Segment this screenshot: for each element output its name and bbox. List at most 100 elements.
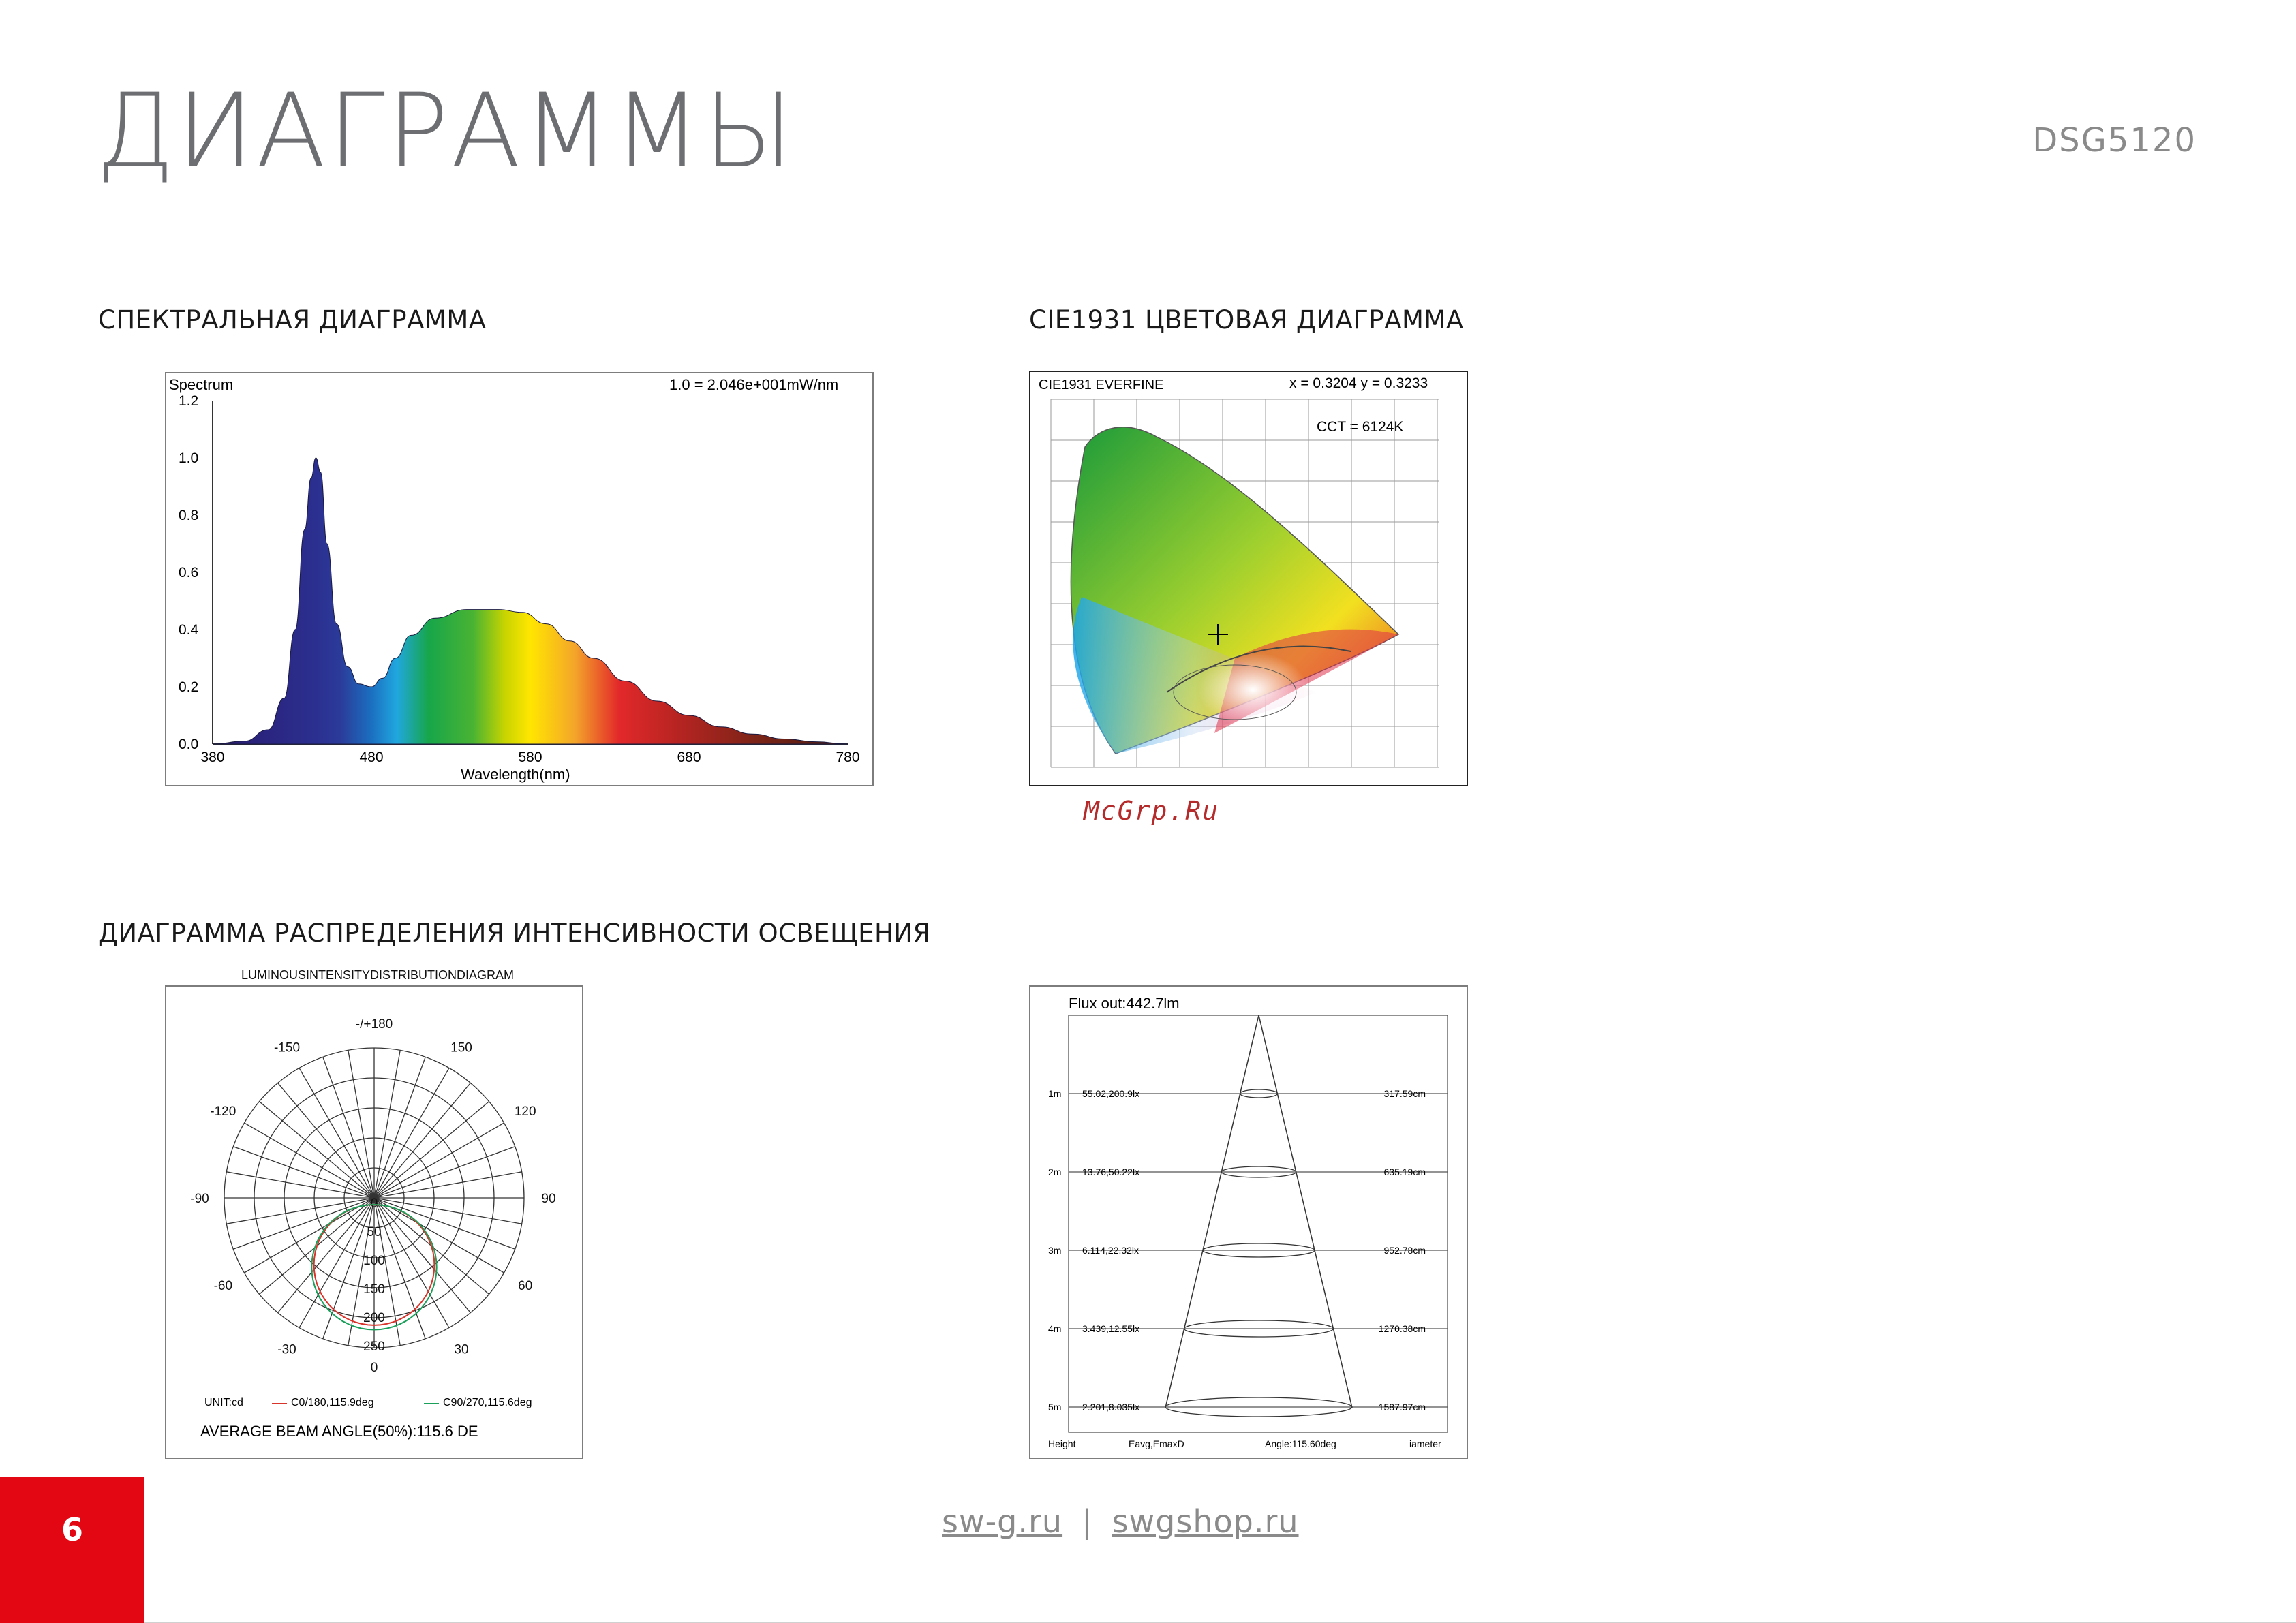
spectrum-chart: Spectrum 1.0 = 2.046e+001mW/nm 0.0 0.2 0.4… (169, 376, 860, 783)
polar-radial-label: 200 (363, 1311, 385, 1325)
polar-spoke (373, 1197, 426, 1339)
x-tick-label: 380 (200, 749, 224, 765)
polar-angle-label: -/+180 (356, 1017, 393, 1032)
polar-spoke (226, 1171, 375, 1199)
y-tick-label: 0.8 (179, 508, 198, 523)
polar-spoke (322, 1057, 375, 1199)
y-tick-label: 0.4 (179, 622, 199, 638)
cie-chart-frame: CIE1931 EVERFINE x = 0.3204 y = 0.3233 C… (1029, 371, 1468, 786)
polar-angle-label: -30 (277, 1343, 296, 1357)
polar-angle-label: -60 (214, 1279, 232, 1293)
polar-spoke (373, 1197, 515, 1250)
cone-frame (1068, 1015, 1448, 1433)
y-tick-label: 0.6 (179, 565, 198, 581)
polar-spoke (299, 1068, 375, 1199)
polar-spoke (373, 1197, 450, 1328)
polar-unit-label: UNIT:cd (204, 1397, 243, 1408)
y-tick-label: 0.2 (179, 679, 198, 695)
cone-row-eavg: 2.201,8.035lx (1082, 1402, 1139, 1412)
polar-chart-frame: -/+180 -150 150 -120 120 -90 90 -60 60 -30 30 0 0 50… (165, 985, 583, 1459)
polar-spoke (373, 1122, 504, 1199)
polar-angle-label: -120 (210, 1104, 236, 1119)
cone-row-height: 3m (1048, 1245, 1061, 1256)
polar-chart: -/+180 -150 150 -120 120 -90 90 -60 60 -30 30 0 0 50… (190, 1017, 555, 1440)
cie-section-title: CIE1931 ЦВЕТОВАЯ ДИАГРАММА (1029, 305, 1464, 335)
cone-footer-eavg: Eavg,EmaxD (1129, 1438, 1184, 1449)
polar-spoke (373, 1171, 522, 1199)
page-title: ДИАГРАММЫ (95, 72, 796, 191)
model-code: DSG5120 (2032, 121, 2196, 159)
polar-radial-label: 150 (363, 1282, 385, 1297)
polar-spoke (244, 1122, 375, 1199)
polar-angle-label: -90 (190, 1192, 209, 1206)
polar-radial-label: 250 (363, 1340, 385, 1354)
footer-link-swgshop[interactable]: swgshop.ru (1112, 1503, 1299, 1540)
intensity-curve-c90 (311, 1203, 438, 1331)
cone-row-diameter: 635.19cm (1384, 1166, 1426, 1177)
cone-row-diameter: 317.59cm (1384, 1088, 1426, 1099)
x-tick-label: 680 (677, 749, 701, 765)
cone-row-diameter: 952.78cm (1384, 1245, 1426, 1256)
polar-spoke (373, 1083, 471, 1199)
cone-row-height: 5m (1048, 1402, 1061, 1412)
cie-header-coords: x = 0.3204 y = 0.3233 (1289, 375, 1428, 391)
footer-separator: | (1082, 1503, 1093, 1540)
polar-spoke (226, 1197, 375, 1224)
polar-spoke (299, 1197, 375, 1328)
polar-angle-label: 60 (518, 1279, 532, 1293)
planckian-locus (1166, 645, 1351, 693)
cie-chart: CIE1931 EVERFINE x = 0.3204 y = 0.3233 C… (1039, 375, 1439, 768)
page-number: 6 (61, 1511, 83, 1548)
y-tick-label: 1.2 (179, 393, 198, 409)
polar-radial-label: 0 (371, 1196, 378, 1211)
polar-spoke (277, 1197, 375, 1313)
cone-row-height: 1m (1048, 1088, 1061, 1099)
spectrum-section-title: СПЕКТРАЛЬНАЯ ДИАГРАММА (98, 305, 487, 335)
polar-spoke (373, 1068, 450, 1199)
polar-angle-label: 0 (371, 1361, 378, 1375)
spectrum-scale-label: 1.0 = 2.046e+001mW/nm (669, 376, 838, 393)
cie-white-region (1139, 597, 1358, 747)
polar-spoke (373, 1197, 471, 1313)
polar-spoke (259, 1101, 375, 1199)
legend-c0-label: C0/180,115.9deg (291, 1397, 374, 1408)
polar-spoke (373, 1197, 522, 1224)
footer-links: sw-g.ru | swgshop.ru (942, 1503, 1299, 1540)
polar-radial-label: 100 (363, 1254, 385, 1268)
cie-locus (1070, 427, 1400, 754)
spectrum-chart-frame: Spectrum 1.0 = 2.046e+001mW/nm 0.0 0.2 0.4… (165, 372, 874, 786)
footer-link-swg[interactable]: sw-g.ru (942, 1503, 1063, 1540)
polar-angle-label: -150 (274, 1040, 300, 1055)
polar-caption: LUMINOUSINTENSITYDISTRIBUTIONDIAGRAM (241, 968, 515, 982)
x-axis-label: Wavelength(nm) (461, 766, 570, 783)
polar-spoke (233, 1197, 375, 1250)
cone-right-edge (1258, 1015, 1353, 1408)
cone-row-eavg: 6.114,22.32lx (1082, 1245, 1139, 1256)
x-tick-label: 580 (518, 749, 542, 765)
polar-spoke (244, 1197, 375, 1273)
cone-footer-height: Height (1048, 1438, 1076, 1449)
intensity-curve-c0 (313, 1203, 435, 1326)
cone-row-diameter: 1587.97cm (1379, 1402, 1426, 1412)
cone-chart-frame: Flux out:442.7lm 1m 55.02,200.9lx 317.59cm… (1029, 985, 1468, 1459)
cone-row-height: 4m (1048, 1323, 1061, 1334)
polar-spoke (348, 1050, 375, 1199)
cie-ellipse (1173, 664, 1297, 720)
cone-left-edge (1165, 1015, 1259, 1408)
flux-title: Flux out:442.7lm (1069, 995, 1180, 1012)
polar-spoke (322, 1197, 375, 1339)
spectrum-label: Spectrum (169, 376, 233, 393)
polar-radial-label: 50 (367, 1225, 381, 1239)
page-number-box (0, 1477, 144, 1623)
cone-footer-diameter: iameter (1409, 1438, 1441, 1449)
y-tick-label: 1.0 (179, 450, 198, 466)
beam-angle-text: AVERAGE BEAM ANGLE(50%):115.6 DE (200, 1423, 478, 1440)
polar-angle-label: 90 (541, 1192, 555, 1206)
cie-header-left: CIE1931 EVERFINE (1039, 377, 1163, 392)
cone-row-eavg: 55.02,200.9lx (1082, 1088, 1139, 1099)
intensity-section-title: ДИАГРАММА РАСПРЕДЕЛЕНИЯ ИНТЕНСИВНОСТИ ОС… (98, 918, 931, 948)
polar-spoke (373, 1146, 515, 1199)
watermark: McGrp.Ru (1084, 796, 1220, 826)
spectrum-area (212, 457, 848, 745)
cie-header-cct: CCT = 6124K (1317, 419, 1403, 435)
